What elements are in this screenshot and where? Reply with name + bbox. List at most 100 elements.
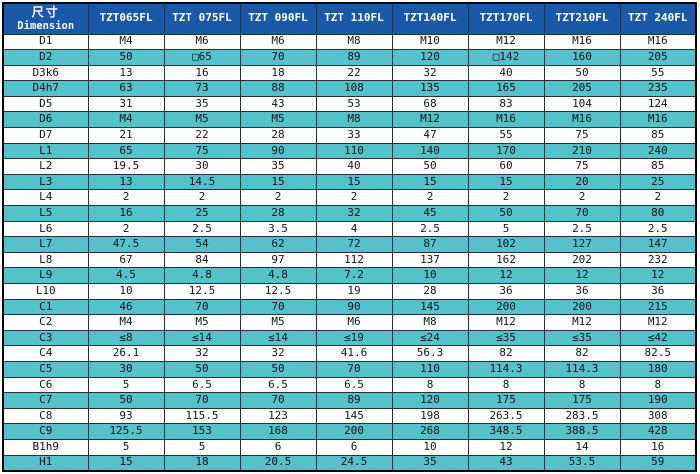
table-cell: 202: [543, 251, 621, 269]
table-cell: 82: [543, 345, 621, 362]
table-body: D1 M4 M6 M6 M8 M10 M12 M16 M16 D2 50 □65 70 89 120 □142…: [2, 33, 697, 472]
table-cell: 21: [87, 127, 165, 144]
table-cell: 263.5: [467, 407, 545, 425]
table-cell: 153: [163, 423, 241, 440]
table-cell: 8: [619, 376, 697, 394]
table-cell: 2.5: [163, 220, 241, 238]
table-cell: 19: [315, 283, 393, 300]
table-cell: 5: [467, 220, 545, 238]
row-label-c1: C1: [2, 298, 89, 316]
table-cell: 8: [543, 376, 621, 394]
table-cell: 70: [239, 298, 317, 316]
table-cell: 85: [619, 158, 697, 175]
table-cell: 2.5: [619, 220, 697, 238]
row-label-l8: L8: [2, 251, 89, 269]
table-cell: 12.5: [163, 283, 241, 300]
table-cell: 5: [87, 438, 165, 456]
row-label-c7: C7: [2, 392, 89, 409]
table-cell: 26.1: [87, 345, 165, 362]
table-cell: 4.8: [163, 267, 241, 284]
table-cell: 2: [315, 189, 393, 207]
column-header-tzt140fl: TZT140FL: [391, 2, 469, 35]
table-cell: 2.5: [391, 220, 469, 238]
table-cell: 165: [467, 80, 545, 97]
table-row-d1: D1 M4 M6 M6 M8 M10 M12 M16 M16: [2, 33, 697, 51]
table-cell: 114.3: [467, 360, 545, 378]
table-cell: 35: [391, 454, 469, 472]
table-row-l2: L2 19.5 30 35 40 50 60 75 85: [2, 158, 697, 175]
table-cell: M16: [619, 33, 697, 51]
table-cell: 14.5: [163, 173, 241, 191]
table-cell: 110: [315, 142, 393, 160]
table-cell: M12: [619, 314, 697, 331]
table-cell: 75: [543, 127, 621, 144]
table-cell: 13: [87, 64, 165, 82]
table-header: 尺寸 Dimension TZT065FL TZT 075FL TZT 090FL T…: [2, 2, 697, 35]
table-cell: 12: [467, 267, 545, 284]
row-label-l1: L1: [2, 142, 89, 160]
table-row-b1h9: B1h9 5 5 6 6 10 12 14 16: [2, 438, 697, 456]
row-label-d2: D2: [2, 49, 89, 66]
column-header-tzt210fl: TZT210FL: [543, 2, 621, 35]
corner-title-cn: 尺寸: [31, 5, 60, 20]
table-cell: 72: [315, 236, 393, 253]
table-cell: 50: [543, 64, 621, 82]
table-cell: M12: [543, 314, 621, 331]
table-cell: □142: [467, 49, 545, 66]
table-cell: 2: [87, 220, 165, 238]
table-cell: 115.5: [163, 407, 241, 425]
table-cell: 70: [163, 298, 241, 316]
row-label-d4h7: D4h7: [2, 80, 89, 97]
table-row-c1: C1 46 70 70 90 145 200 200 215: [2, 298, 697, 316]
table-cell: M10: [391, 33, 469, 51]
table-cell: 75: [543, 158, 621, 175]
table-cell: 36: [467, 283, 545, 300]
column-header-tzt240fl: TZT 240FL: [619, 2, 697, 35]
column-header-tzt065fl: TZT065FL: [87, 2, 165, 35]
table-cell: 114.3: [543, 360, 621, 378]
row-label-l2: L2: [2, 158, 89, 175]
table-row-d2: D2 50 □65 70 89 120 □142 160 205: [2, 49, 697, 66]
table-cell: 59: [619, 454, 697, 472]
table-cell: 24.5: [315, 454, 393, 472]
table-cell: ≤24: [391, 329, 469, 347]
table-cell: 127: [543, 236, 621, 253]
table-cell: 198: [391, 407, 469, 425]
table-cell: 124: [619, 95, 697, 113]
table-cell: 4.8: [239, 267, 317, 284]
corner-header: 尺寸 Dimension: [2, 2, 89, 35]
table-cell: M12: [391, 111, 469, 129]
table-cell: 70: [163, 392, 241, 409]
table-row-c7: C7 50 70 70 89 120 175 175 190: [2, 392, 697, 409]
row-label-l4: L4: [2, 189, 89, 207]
table-cell: 67: [87, 251, 165, 269]
row-label-h1: H1: [2, 454, 89, 472]
table-cell: 30: [163, 158, 241, 175]
table-cell: 168: [239, 423, 317, 440]
table-cell: 46: [87, 298, 165, 316]
table-cell: 13: [87, 173, 165, 191]
table-cell: 200: [467, 298, 545, 316]
table-cell: 8: [391, 376, 469, 394]
column-header-tzt170fl: TZT170FL: [467, 2, 545, 35]
row-label-l6: L6: [2, 220, 89, 238]
table-cell: 50: [87, 49, 165, 66]
table-cell: 28: [391, 283, 469, 300]
table-cell: 120: [391, 49, 469, 66]
table-cell: 200: [315, 423, 393, 440]
table-cell: 33: [315, 127, 393, 144]
table-row-l10: L10 10 12.5 12.5 19 28 36 36 36: [2, 283, 697, 300]
table-cell: 232: [619, 251, 697, 269]
table-cell: 2: [87, 189, 165, 207]
table-cell: 12: [467, 438, 545, 456]
table-cell: 18: [163, 454, 241, 472]
table-cell: 32: [163, 345, 241, 362]
table-cell: 90: [239, 142, 317, 160]
table-cell: 82.5: [619, 345, 697, 362]
row-label-l7: L7: [2, 236, 89, 253]
table-cell: 43: [467, 454, 545, 472]
table-cell: 25: [619, 173, 697, 191]
table-row-c5: C5 30 50 50 70 110 114.3 114.3 180: [2, 360, 697, 378]
table-cell: 2.5: [543, 220, 621, 238]
table-cell: 16: [87, 205, 165, 222]
